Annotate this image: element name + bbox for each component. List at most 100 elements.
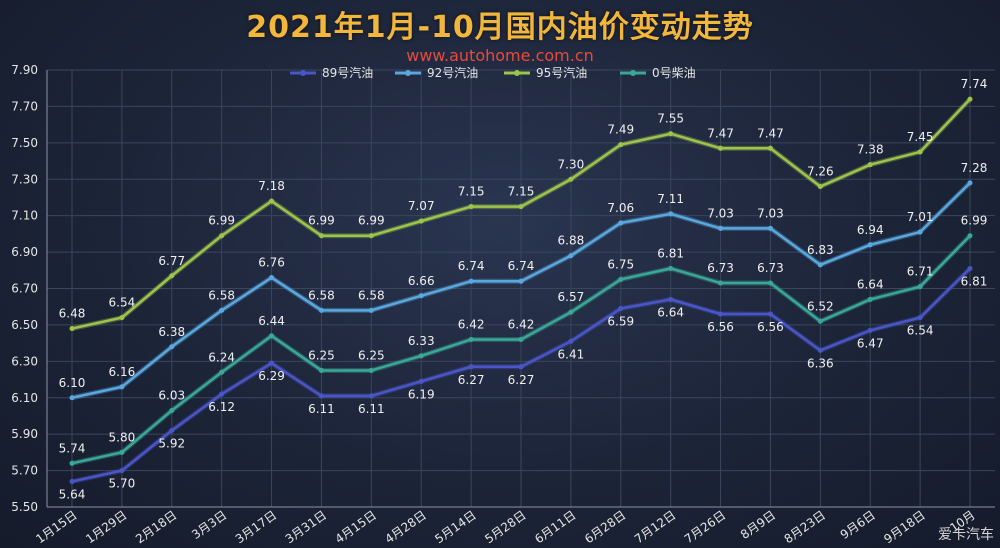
data-point [568, 253, 574, 259]
data-point [219, 307, 225, 313]
data-point [368, 307, 374, 313]
data-point [767, 311, 773, 317]
legend-marker [300, 70, 306, 76]
data-point [269, 198, 275, 204]
data-point [718, 280, 724, 286]
data-label: 5.64 [59, 488, 86, 502]
y-tick-label: 7.70 [11, 99, 38, 113]
data-point [867, 162, 873, 168]
data-point [318, 307, 324, 313]
data-label: 6.10 [59, 376, 86, 390]
data-point [518, 364, 524, 370]
data-label: 6.76 [258, 256, 285, 270]
x-tick-label: 8月9日 [738, 508, 778, 542]
data-point [169, 344, 175, 350]
data-point [917, 284, 923, 290]
data-point [668, 296, 674, 302]
data-point [668, 211, 674, 217]
data-label: 6.74 [508, 259, 535, 273]
data-label: 6.12 [208, 400, 235, 414]
data-point [618, 276, 624, 282]
data-label: 5.70 [109, 477, 136, 491]
data-label: 7.15 [458, 185, 485, 199]
x-tick-label: 4月28日 [382, 508, 428, 546]
x-tick-label: 7月26日 [682, 508, 728, 546]
data-point [568, 338, 574, 344]
data-label: 6.42 [458, 317, 485, 331]
data-point [219, 391, 225, 397]
x-tick-label: 3月17日 [233, 508, 279, 546]
data-label: 6.77 [158, 254, 185, 268]
data-point [318, 393, 324, 399]
data-point [269, 333, 275, 339]
watermark-logo: 爱卡汽车 [938, 527, 994, 543]
y-tick-label: 6.90 [11, 245, 38, 259]
data-label: 6.56 [757, 320, 784, 334]
y-tick-label: 6.10 [11, 391, 38, 405]
data-label: 6.58 [308, 288, 335, 302]
x-tick-label: 3月31日 [283, 508, 329, 546]
data-point [618, 220, 624, 226]
data-label: 6.25 [358, 348, 385, 362]
legend-label: 0号柴油 [652, 66, 696, 80]
data-point [468, 278, 474, 284]
data-point [69, 326, 75, 332]
data-point [269, 275, 275, 281]
data-label: 6.64 [857, 277, 884, 291]
data-point [917, 315, 923, 321]
data-point [967, 265, 973, 271]
data-point [867, 242, 873, 248]
data-point [718, 145, 724, 151]
data-label: 6.99 [358, 214, 385, 228]
data-point [418, 293, 424, 299]
chart-title: 2021年1月-10月国内油价变动走势 [246, 10, 754, 45]
y-tick-label: 7.90 [11, 63, 38, 77]
data-label: 6.81 [961, 274, 988, 288]
data-label: 6.58 [208, 288, 235, 302]
y-tick-label: 7.50 [11, 136, 38, 150]
y-tick-label: 7.10 [11, 209, 38, 223]
x-tick-label: 9月18日 [881, 508, 927, 546]
data-label: 6.83 [807, 243, 834, 257]
data-point [817, 318, 823, 324]
data-point [967, 233, 973, 239]
y-tick-label: 6.30 [11, 354, 38, 368]
data-label: 7.11 [657, 192, 684, 206]
data-label: 6.99 [308, 214, 335, 228]
data-label: 6.66 [408, 274, 435, 288]
data-label: 6.29 [258, 369, 285, 383]
legend-label: 92号汽油 [427, 65, 478, 80]
data-label: 6.19 [408, 387, 435, 401]
data-point [468, 364, 474, 370]
data-point [318, 233, 324, 239]
data-point [418, 353, 424, 359]
data-label: 6.27 [458, 373, 485, 387]
data-point [69, 395, 75, 401]
legend-marker [405, 70, 411, 76]
data-point [518, 278, 524, 284]
data-label: 6.33 [408, 334, 435, 348]
data-label: 7.01 [907, 210, 934, 224]
data-point [967, 180, 973, 186]
y-tick-label: 6.70 [11, 282, 38, 296]
y-tick-label: 5.50 [11, 500, 38, 514]
data-point [867, 327, 873, 333]
data-label: 6.36 [807, 356, 834, 370]
data-point [219, 369, 225, 375]
data-label: 7.07 [408, 199, 435, 213]
data-label: 6.64 [657, 305, 684, 319]
data-point [767, 145, 773, 151]
data-label: 6.99 [208, 214, 235, 228]
data-point [418, 378, 424, 384]
legend-marker [514, 70, 520, 76]
data-label: 6.11 [308, 402, 335, 416]
x-tick-label: 7月12日 [632, 508, 678, 546]
x-tick-label: 2月18日 [133, 508, 179, 546]
data-label: 6.38 [158, 325, 185, 339]
data-label: 7.18 [258, 179, 285, 193]
chart-subtitle: www.autohome.com.cn [406, 46, 594, 65]
data-label: 6.27 [508, 373, 535, 387]
data-point [917, 229, 923, 235]
data-point [468, 336, 474, 342]
